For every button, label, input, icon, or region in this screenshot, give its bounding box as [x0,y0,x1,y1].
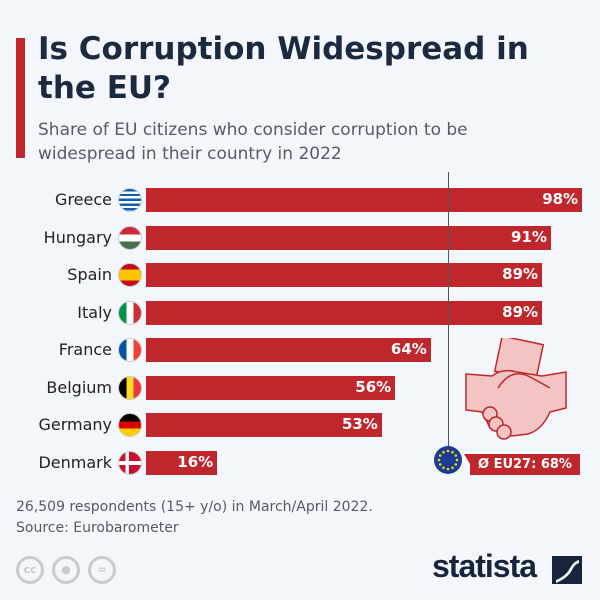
no-derivatives-icon[interactable]: = [88,556,116,584]
flag-icon-italy [118,300,142,325]
category-label: Germany [38,415,112,434]
category-label: France [58,340,112,359]
data-label: 64% [390,340,427,358]
eu-star [446,449,450,453]
eu-star [442,450,445,454]
eu-star [454,454,458,457]
eu-star [438,454,442,457]
title-accent [16,38,25,158]
eu-star [455,458,459,462]
data-label: 56% [355,377,392,396]
eu-average-line [448,172,449,452]
chart-title: Is Corruption Widespread in the EU? [38,31,529,106]
data-label: 89% [502,302,539,321]
eu-star [442,466,445,470]
creative-commons-icon[interactable]: cc [16,556,44,584]
eu-star [451,466,454,470]
respondents-note: 26,509 respondents (15+ y/o) in March/Ap… [16,499,373,515]
flag-icon-germany [118,413,142,437]
category-label: Italy [77,302,112,322]
flag-icon-belgium [118,375,142,400]
flag-icon-spain [118,263,142,287]
eu-star [446,467,450,471]
data-label: 98% [542,190,579,208]
eu-star [451,450,454,454]
statista-logo[interactable]: statista [432,548,537,584]
data-label: 16% [177,452,214,471]
statista-logo-mark [552,556,582,584]
eu-average-label: Ø EU27: 68% [464,454,580,475]
handshake-icon [465,338,567,440]
category-label: Denmark [38,452,112,472]
bar-italy: 89% [146,300,543,325]
eu-flag-icon [434,446,462,474]
bar-spain: 89% [146,263,543,287]
flag-icon-france [118,338,142,362]
eu-star [454,463,458,466]
flag-icon-hungary [118,225,142,250]
bar-denmark: 16% [146,450,218,475]
attribution-icon[interactable]: ● [52,556,80,584]
eu-star [437,458,441,462]
bar-belgium: 56% [146,375,396,400]
bar-france: 64% [146,338,431,362]
footnote: 26,509 respondents (15+ y/o) in March/Ap… [16,497,576,539]
bar-greece: 98% [146,188,583,212]
data-label: 89% [502,265,539,283]
category-label: Belgium [46,377,112,397]
category-label: Greece [55,190,112,209]
data-label: 53% [341,415,378,433]
flag-icon-greece [118,188,142,212]
category-label: Hungary [43,227,112,247]
data-label: 91% [511,227,547,246]
bar-germany: 53% [146,413,382,437]
eu-star [438,463,442,466]
source-note: Source: Eurobarometer [16,520,179,536]
chart-subtitle: Share of EU citizens who consider corrup… [38,120,468,164]
flag-icon-denmark [118,450,142,475]
category-label: Spain [67,265,112,284]
bar-hungary: 91% [146,225,551,250]
